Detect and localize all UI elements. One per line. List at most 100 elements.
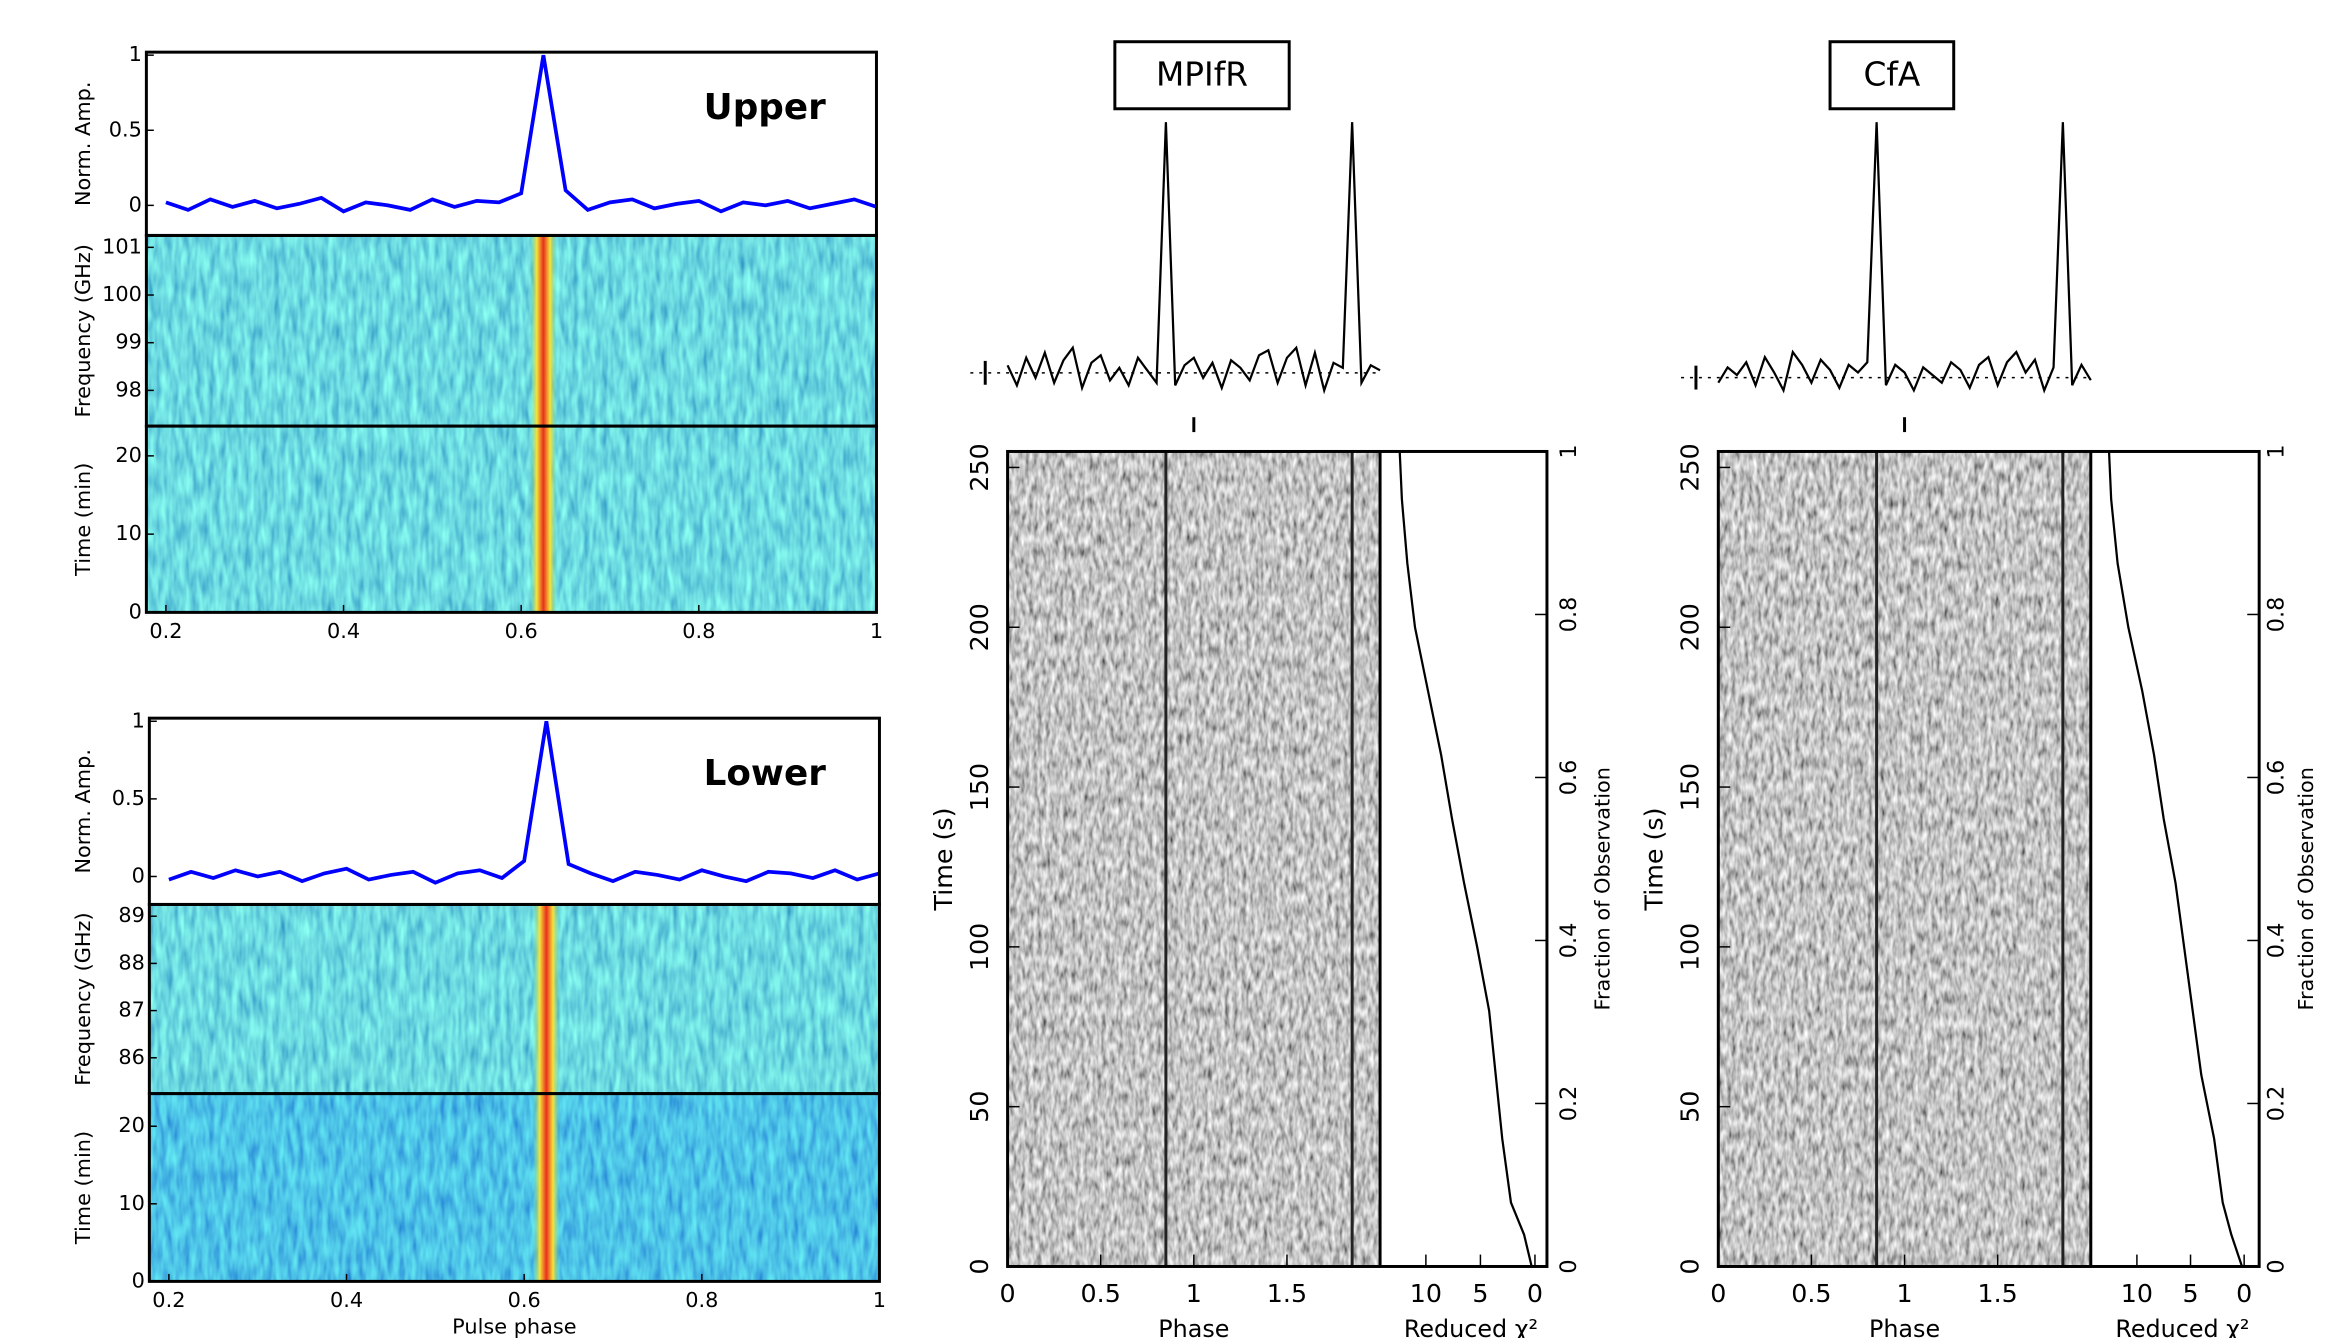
chi-tick-label: 0 [2236,1278,2252,1308]
y-tick-label: 50 [1674,1091,1704,1123]
y-tick-label: 0 [132,863,145,887]
y2-tick-label: 0.8 [1556,597,1582,633]
y2-tick-label: 1 [2264,444,2290,458]
x-tick-label: 0 [1000,1278,1016,1308]
y-axis-label: Time (min) [71,1131,95,1245]
pulse-stripe [532,904,560,1094]
y-axis-label: Time (s) [928,808,958,912]
y-tick-label: 100 [102,282,142,306]
heatmap [1718,451,2091,1267]
x-tick-label: 0 [1710,1278,1726,1308]
x-tick-label: 0.4 [330,1288,363,1312]
x-tick-label: 1 [870,619,883,643]
y-tick-label: 200 [1674,603,1704,651]
x-tick-label: 0.6 [508,1288,541,1312]
x-tick-label: 0.8 [682,619,715,643]
x-tick-label: 0.8 [685,1288,718,1312]
x-tick-label: 0.4 [327,619,360,643]
x-tick-label: 1 [1186,1278,1202,1308]
y2-tick-label: 0.4 [1556,923,1582,959]
pulse-stripe [532,1093,560,1282]
y2-tick-label: 0.6 [1556,760,1582,796]
y-tick-label: 0 [1674,1258,1704,1274]
heatmap [146,235,877,427]
chi-tick-label: 5 [2182,1278,2198,1308]
x-tick-label: 1.5 [1267,1278,1307,1308]
chi-axis-label: Reduced χ² [2115,1315,2249,1338]
chi-axis-label: Reduced χ² [1404,1315,1538,1338]
profile-line [168,720,880,885]
y-tick-label: 100 [1674,923,1704,971]
x-tick-label: 0.5 [1791,1278,1831,1308]
panel-frame [144,50,878,237]
y-tick-label: 50 [964,1091,994,1123]
y-axis-label: Frequency (GHz) [71,912,95,1085]
x-tick-label: 0.2 [149,619,182,643]
x-tick-label: 1.5 [1978,1278,2018,1308]
x-tick-label: 0.2 [152,1288,185,1312]
profile-line [165,54,878,214]
y2-tick-label: 0.2 [2264,1086,2290,1122]
y-tick-label: 88 [118,950,145,974]
y-axis-label: Norm. Amp. [71,82,95,207]
y-tick-label: 250 [964,443,994,491]
y-tick-label: 150 [964,763,994,811]
y-tick-label: 98 [115,377,142,401]
y-tick-label: 0 [964,1258,994,1274]
y-tick-label: 20 [115,443,142,467]
chi-bg [2090,451,2260,1267]
y-tick-label: 86 [118,1045,145,1069]
x-tick-label: 0.6 [505,619,538,643]
pulse-stripe [529,235,557,427]
y2-tick-label: 1 [1556,444,1582,458]
heatmap [1007,451,1381,1267]
y2-tick-label: 0.6 [2264,760,2290,796]
y2-tick-label: 0 [2264,1259,2290,1273]
y-tick-label: 100 [964,923,994,971]
y-tick-label: 200 [964,603,994,651]
chart-title: CfA [1863,56,1920,94]
x-tick-label: 1 [1896,1278,1912,1308]
profile-line [1717,122,2092,394]
chi-line [2107,451,2244,1267]
y2-tick-label: 0.2 [1556,1086,1582,1122]
x-axis-label: Phase [1869,1315,1940,1338]
y-tick-label: 250 [1674,443,1704,491]
panel-annotation: Lower [704,753,827,794]
chi-bg [1380,451,1547,1267]
x-axis-label: Phase [1158,1315,1229,1338]
y-tick-label: 89 [118,903,145,927]
y-axis-label: Frequency (GHz) [71,244,95,417]
panel-frame [1716,449,2261,1268]
heatmap [149,904,880,1094]
x-axis-label: Pulse phase [452,1315,576,1338]
heatmap [146,426,877,613]
panel-annotation: Upper [704,87,826,128]
title-box [1113,40,1291,111]
y-tick-label: 1 [132,708,145,732]
chart-title: MPIfR [1156,56,1248,94]
y-tick-label: 0.5 [109,117,142,141]
y-tick-label: 101 [102,234,142,258]
y-tick-label: 1 [129,42,142,66]
chi-tick-label: 10 [2121,1278,2153,1308]
y-tick-label: 99 [115,330,142,354]
x-tick-label: 1 [873,1288,886,1312]
y-tick-label: 150 [1674,763,1704,811]
y2-tick-label: 0.8 [2264,597,2290,633]
chi-line [1398,451,1533,1267]
y-tick-label: 10 [115,521,142,545]
panel-frame [147,1092,881,1283]
y-tick-label: 0 [129,599,142,623]
y-tick-label: 20 [118,1113,145,1137]
panel-frame [1006,449,1549,1268]
panel-frame [147,716,881,906]
chi-tick-label: 10 [1410,1278,1442,1308]
y-tick-label: 87 [118,998,145,1022]
y-tick-label: 0.5 [112,786,145,810]
y-tick-label: 10 [118,1191,145,1215]
y2-tick-label: 0 [1556,1259,1582,1273]
y-axis-label: Time (min) [71,463,95,577]
title-box [1828,40,1956,111]
